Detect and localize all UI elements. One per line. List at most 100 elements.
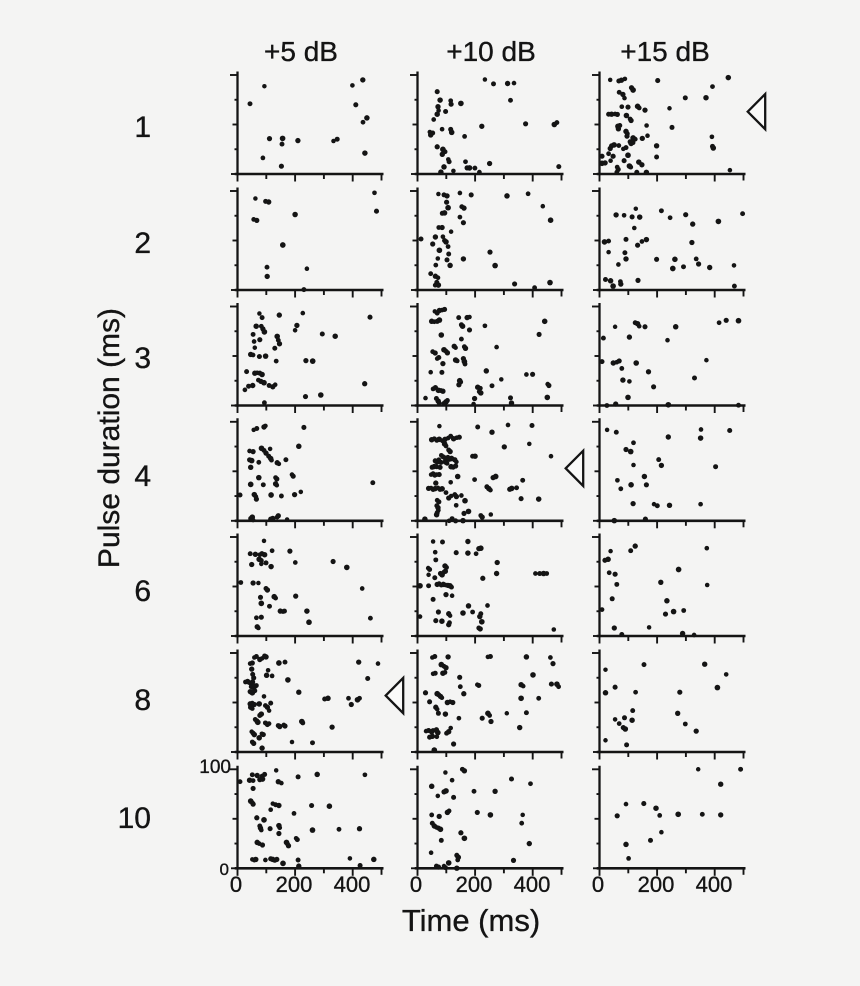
data-dot [444,193,450,199]
data-dot [440,360,446,367]
data-dot [441,164,447,170]
data-dot [445,860,452,866]
xtick-c2-400: 400 [513,872,551,897]
data-dot [291,811,297,816]
data-dot [253,654,259,659]
data-dot [450,699,456,706]
data-dot [632,136,638,142]
data-dot [453,550,459,556]
data-dot [435,609,441,615]
data-dot [440,388,446,394]
data-dot [433,511,440,518]
data-dot [462,345,469,352]
data-dot [300,720,306,726]
data-dot [276,660,282,666]
data-dot [606,151,611,157]
data-dot [373,208,380,214]
data-dot [276,830,282,837]
data-dot [276,461,282,467]
data-dot [432,350,438,356]
subplot-r1-+15dB [592,71,746,182]
data-dot [437,826,444,833]
data-dot [252,551,259,557]
column-title-5db: +5 dB [264,36,338,67]
data-dot [276,723,283,730]
data-dot [247,481,254,488]
xtick-c3-0: 0 [591,872,605,897]
data-dot [654,256,660,262]
data-dot [254,615,259,621]
data-dot [623,145,629,151]
data-dot [454,358,460,364]
data-dot [285,843,292,849]
data-dot [606,249,611,255]
data-dot [417,582,423,589]
data-dot [467,314,472,320]
data-dot [725,74,732,81]
data-dot [699,811,705,817]
data-dot [619,632,625,637]
data-dot [250,449,256,455]
data-dot [292,328,298,333]
data-dot [614,813,620,819]
data-dot [259,561,264,567]
data-dot [707,264,713,271]
data-dot [247,464,254,471]
data-dot [639,162,645,168]
data-dot [704,582,710,588]
data-dot [727,427,733,434]
data-dot [258,711,265,717]
data-dot [599,160,605,167]
data-dot [260,155,266,161]
data-dot [716,320,722,326]
data-dot [628,117,634,124]
data-dot [472,453,478,459]
data-dot [535,496,542,502]
data-dot [259,842,266,848]
y-axis-title: Pulse duration (ms) [93,307,126,569]
data-dot [306,619,312,626]
data-dot [714,684,721,691]
xtick-c1-0: 0 [229,872,243,897]
data-dot [625,152,631,159]
data-dot [485,603,490,608]
data-dot [625,104,631,110]
data-dot [429,812,435,818]
data-dot [602,276,609,283]
data-dot [615,126,622,132]
data-dot [618,281,624,287]
data-dot [603,667,608,672]
data-dot [620,91,626,98]
data-dot [247,551,253,557]
data-dot [256,353,262,360]
data-dot [294,837,300,843]
data-dot [709,134,715,140]
data-dot [262,771,268,777]
data-dot [264,587,271,593]
data-dot [541,318,548,325]
data-dot [242,387,248,393]
data-dot [258,827,264,833]
data-dot [460,610,466,616]
data-dot [237,492,243,498]
data-dot [259,745,265,751]
data-dot [259,315,265,321]
ytick-0: 0 [219,860,229,879]
subplot-r6-+10dB [410,533,564,644]
data-dot [446,518,452,524]
data-dot [736,402,741,408]
data-dot [436,317,443,323]
data-dot [643,169,650,176]
data-dot [504,193,510,199]
data-dot [607,278,614,284]
data-dot [256,625,261,631]
data-dot [618,486,624,492]
data-dot [475,424,481,430]
data-dot [461,691,467,697]
data-dot [256,580,261,586]
row-label-6: 6 [134,575,151,608]
data-dot [623,112,630,119]
data-dot [237,779,243,785]
data-dot [613,429,619,435]
data-dot [636,323,642,329]
